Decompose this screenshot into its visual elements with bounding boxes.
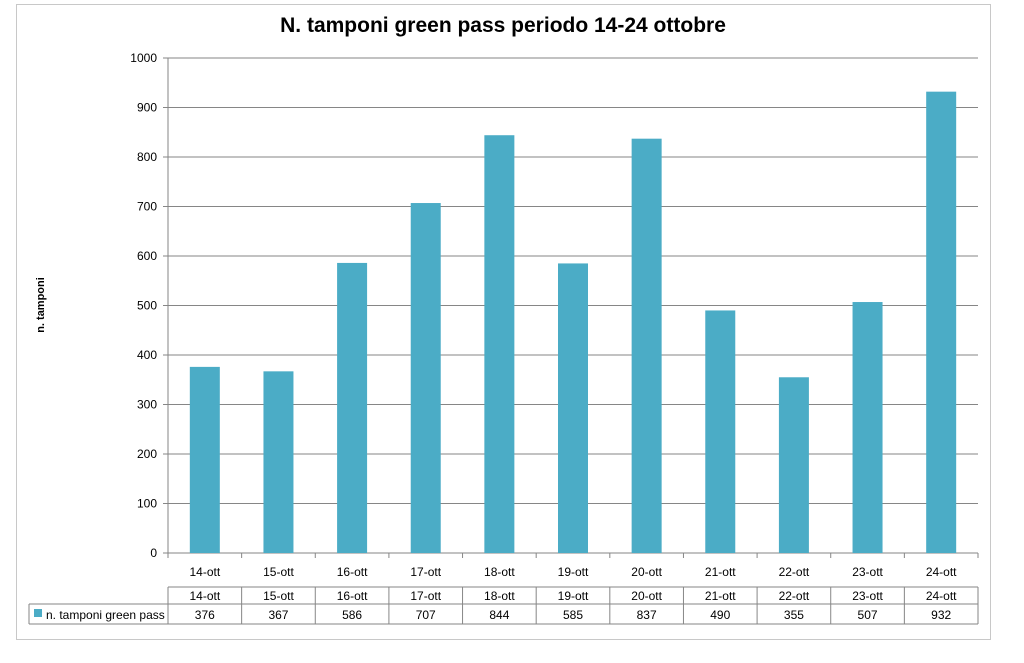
table-header-cell: 17-ott [410,589,441,603]
bar [410,203,441,553]
y-tick-label: 700 [137,200,157,214]
y-tick-label: 300 [137,398,157,412]
y-tick-label: 900 [137,101,157,115]
bar [705,310,736,553]
y-tick-label: 100 [137,497,157,511]
bar [778,377,809,553]
x-tick-label: 18-ott [484,565,515,579]
table-header-cell: 24-ott [926,589,957,603]
table-value-cell: 707 [416,608,436,622]
table-value-cell: 844 [489,608,509,622]
legend-swatch [34,609,42,617]
chart-title: N. tamponi green pass periodo 14-24 otto… [280,14,726,37]
x-tick-label: 17-ott [410,565,441,579]
table-value-cell: 367 [268,608,288,622]
y-tick-label: 0 [150,546,157,560]
table-header-cell: 14-ott [189,589,220,603]
x-tick-label: 21-ott [705,565,736,579]
y-tick-label: 600 [137,249,157,263]
x-tick-label: 16-ott [337,565,368,579]
y-tick-label: 800 [137,150,157,164]
y-tick-label: 400 [137,348,157,362]
x-tick-label: 22-ott [779,565,810,579]
table-value-cell: 837 [637,608,657,622]
bar [484,135,515,553]
x-tick-label: 19-ott [558,565,589,579]
table-header-cell: 16-ott [337,589,368,603]
x-tick-label: 20-ott [631,565,662,579]
chart-frame [16,4,991,640]
table-header-cell: 15-ott [263,589,294,603]
table-value-cell: 507 [858,608,878,622]
bar [189,366,220,553]
table-value-cell: 376 [195,608,215,622]
x-tick-label: 24-ott [926,565,957,579]
table-header-cell: 23-ott [852,589,883,603]
bar [263,371,294,553]
table-value-cell: 585 [563,608,583,622]
table-header-cell: 19-ott [558,589,589,603]
table-value-cell: 490 [710,608,730,622]
bar [337,262,368,553]
bar [558,263,588,553]
table-value-cell: 355 [784,608,804,622]
bar [926,91,957,553]
y-tick-label: 200 [137,447,157,461]
bar [852,302,883,553]
table-value-cell: 932 [931,608,951,622]
table-row-label: n. tamponi green pass [46,608,165,622]
table-header-cell: 18-ott [484,589,515,603]
table-header-cell: 22-ott [779,589,810,603]
x-tick-label: 14-ott [189,565,220,579]
y-tick-label: 1000 [130,51,157,65]
x-tick-label: 15-ott [263,565,294,579]
table-value-cell: 586 [342,608,362,622]
y-tick-label: 500 [137,299,157,313]
table-header-cell: 21-ott [705,589,736,603]
bar [631,138,662,553]
x-tick-label: 23-ott [852,565,883,579]
table-header-cell: 20-ott [631,589,662,603]
